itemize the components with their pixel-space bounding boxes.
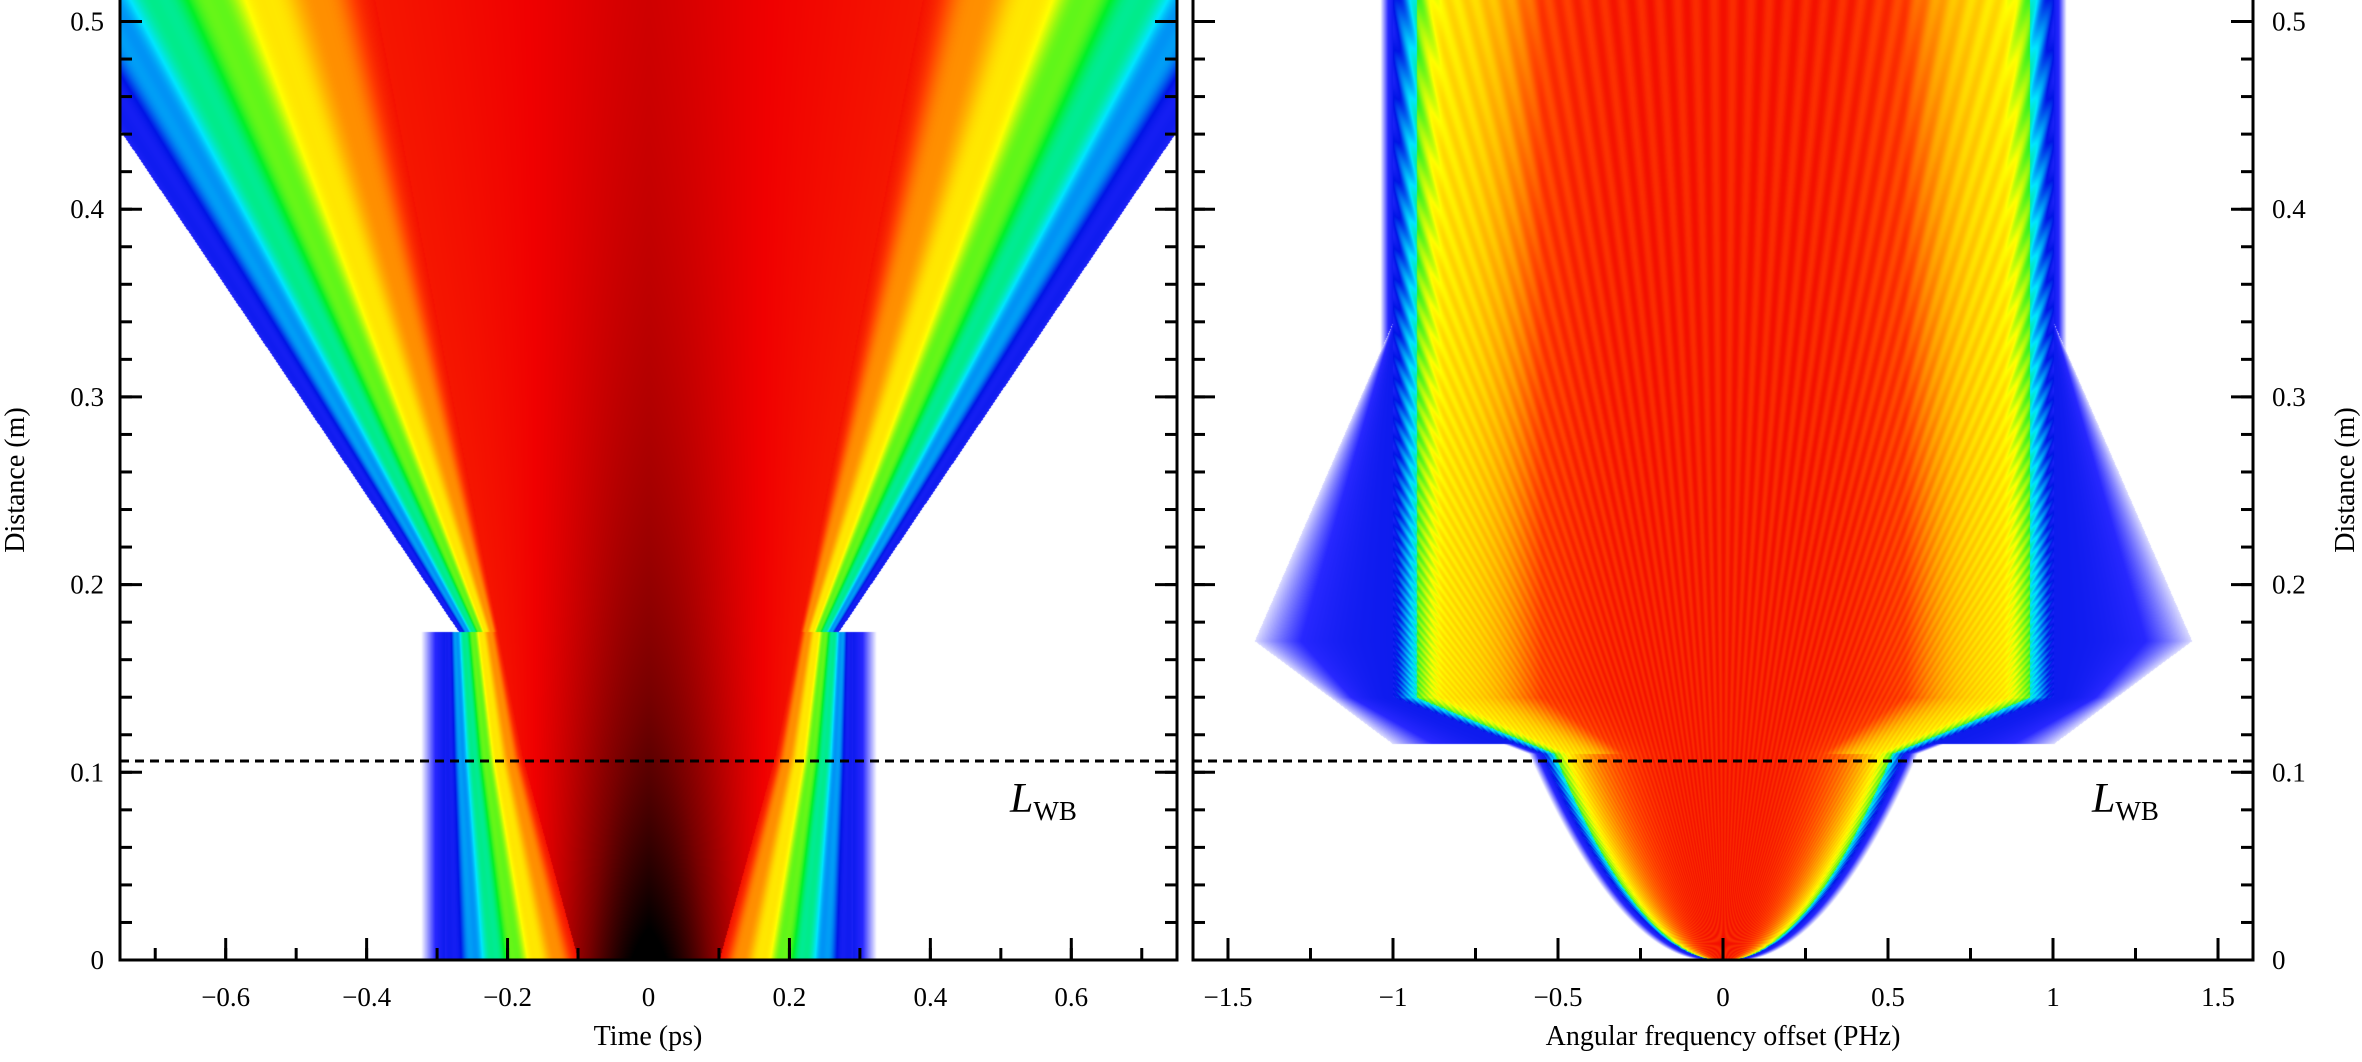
x-tick-label: 0 bbox=[642, 982, 656, 1012]
right-y-axis-title: Distance (m) bbox=[2330, 407, 2361, 552]
y-tick-label: 0.5 bbox=[2272, 7, 2306, 37]
right-lwb-annotation: LWB bbox=[2091, 776, 2159, 826]
x-tick-label: 1 bbox=[2046, 982, 2060, 1012]
x-tick-label: 0.6 bbox=[1054, 982, 1088, 1012]
x-tick-label: −0.6 bbox=[201, 982, 250, 1012]
y-tick-label: 0.4 bbox=[2272, 194, 2306, 224]
y-tick-label: 0.1 bbox=[70, 757, 104, 787]
y-tick-label: 0.1 bbox=[2272, 757, 2306, 787]
x-tick-label: −1 bbox=[1379, 982, 1408, 1012]
y-tick-label: 0.4 bbox=[70, 194, 104, 224]
right-x-axis-title: Angular frequency offset (PHz) bbox=[1546, 1021, 1901, 1052]
frequency-domain-heatmap bbox=[1193, 0, 2253, 960]
x-tick-label: −1.5 bbox=[1203, 982, 1252, 1012]
x-tick-label: −0.5 bbox=[1534, 982, 1583, 1012]
y-tick-label: 0.2 bbox=[70, 570, 104, 600]
y-tick-label: 0.5 bbox=[70, 7, 104, 37]
x-tick-label: −0.4 bbox=[342, 982, 391, 1012]
x-tick-label: −0.2 bbox=[483, 982, 532, 1012]
y-tick-label: 0.2 bbox=[2272, 570, 2306, 600]
left-x-axis-title: Time (ps) bbox=[594, 1021, 703, 1052]
y-tick-label: 0.3 bbox=[2272, 382, 2306, 412]
x-tick-label: 0.4 bbox=[913, 982, 947, 1012]
y-tick-label: 0 bbox=[2272, 945, 2286, 975]
left-y-axis-title: Distance (m) bbox=[0, 407, 31, 552]
time-domain-heatmap bbox=[120, 0, 1177, 960]
y-tick-label: 0.3 bbox=[70, 382, 104, 412]
x-tick-label: 1.5 bbox=[2201, 982, 2235, 1012]
x-tick-label: 0.5 bbox=[1871, 982, 1905, 1012]
left-lwb-annotation: LWB bbox=[1009, 776, 1077, 826]
x-tick-label: 0 bbox=[1716, 982, 1730, 1012]
x-tick-label: 0.2 bbox=[773, 982, 807, 1012]
y-tick-label: 0 bbox=[91, 945, 105, 975]
